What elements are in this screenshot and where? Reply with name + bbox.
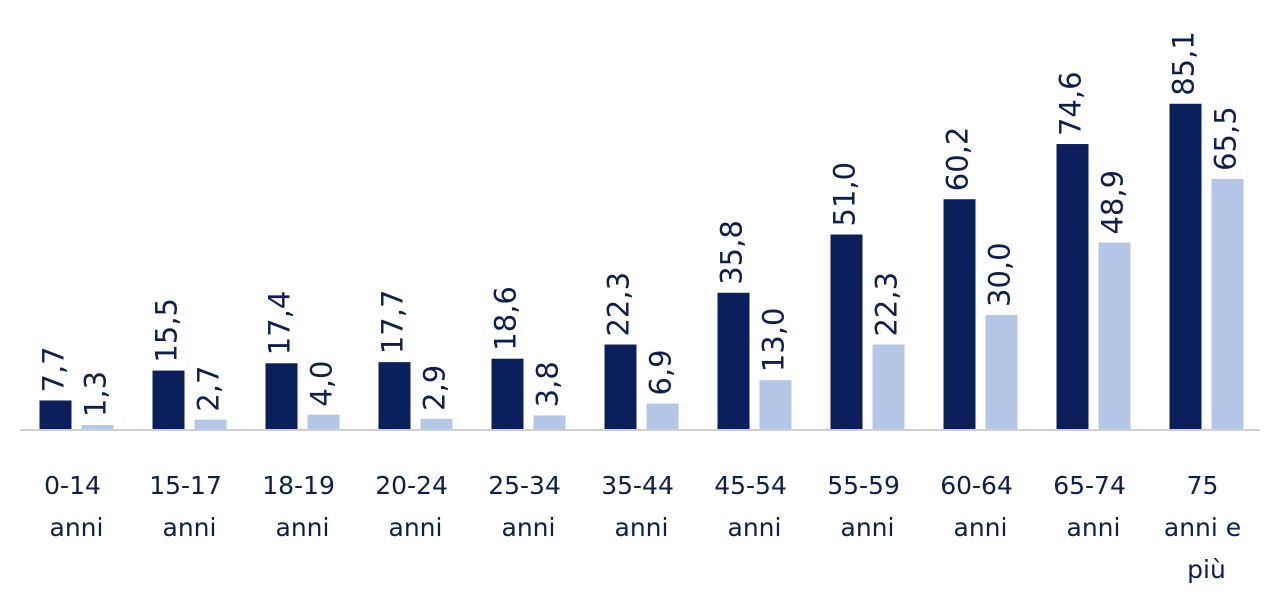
value-label: 17,4 <box>263 291 297 356</box>
value-label: 4,0 <box>305 361 339 407</box>
value-label: 85,1 <box>1167 31 1201 96</box>
bar <box>1211 178 1244 430</box>
bar <box>717 292 750 430</box>
value-label: 18,6 <box>489 286 523 351</box>
bar <box>491 358 524 430</box>
value-label: 51,0 <box>828 162 862 227</box>
bar <box>943 199 976 430</box>
x-tick-label: 45-54 anni <box>714 471 795 542</box>
x-tick-label: 35-44 anni <box>601 471 682 542</box>
value-label: 74,6 <box>1054 71 1088 136</box>
bar <box>307 414 340 430</box>
value-label: 2,9 <box>418 365 452 411</box>
x-tick-label: 60-64 anni <box>940 471 1021 542</box>
value-label: 17,7 <box>376 290 410 355</box>
value-label: 48,9 <box>1096 170 1130 235</box>
x-tick-label: 25-34 anni <box>488 471 569 542</box>
value-label: 1,3 <box>79 371 113 417</box>
value-label: 13,0 <box>757 308 791 373</box>
value-label: 3,8 <box>531 361 565 407</box>
value-label: 7,7 <box>37 346 71 392</box>
bar <box>265 363 298 430</box>
bar <box>872 344 905 430</box>
value-label: 30,0 <box>983 242 1017 307</box>
value-label: 2,7 <box>192 366 226 412</box>
bar <box>39 400 72 430</box>
value-label: 22,3 <box>870 272 904 337</box>
value-label: 6,9 <box>644 349 678 395</box>
value-label: 22,3 <box>602 272 636 337</box>
bar <box>759 380 792 430</box>
bar <box>830 234 863 430</box>
x-tick-label: 20-24 anni <box>375 471 456 542</box>
bar <box>1098 242 1131 430</box>
x-tick-label: 18-19 anni <box>262 471 343 542</box>
bar <box>533 415 566 430</box>
bar <box>194 419 227 430</box>
bar <box>420 418 453 430</box>
bar <box>81 425 114 430</box>
bar <box>1056 144 1089 431</box>
bar <box>646 403 679 430</box>
x-tick-label: 75 anni e più <box>1164 471 1249 584</box>
x-tick-label: 55-59 anni <box>827 471 908 542</box>
bar <box>985 315 1018 430</box>
bar <box>604 344 637 430</box>
bar <box>152 370 185 430</box>
value-label: 60,2 <box>941 127 975 192</box>
value-label: 35,8 <box>715 220 749 285</box>
bar <box>1169 103 1202 431</box>
x-tick-label: 15-17 anni <box>149 471 230 542</box>
x-tick-label: 0-14 anni <box>44 471 109 542</box>
value-label: 15,5 <box>150 298 184 363</box>
x-tick-label: 65-74 anni <box>1053 471 1134 542</box>
bar <box>378 362 411 430</box>
value-label: 65,5 <box>1209 106 1243 171</box>
